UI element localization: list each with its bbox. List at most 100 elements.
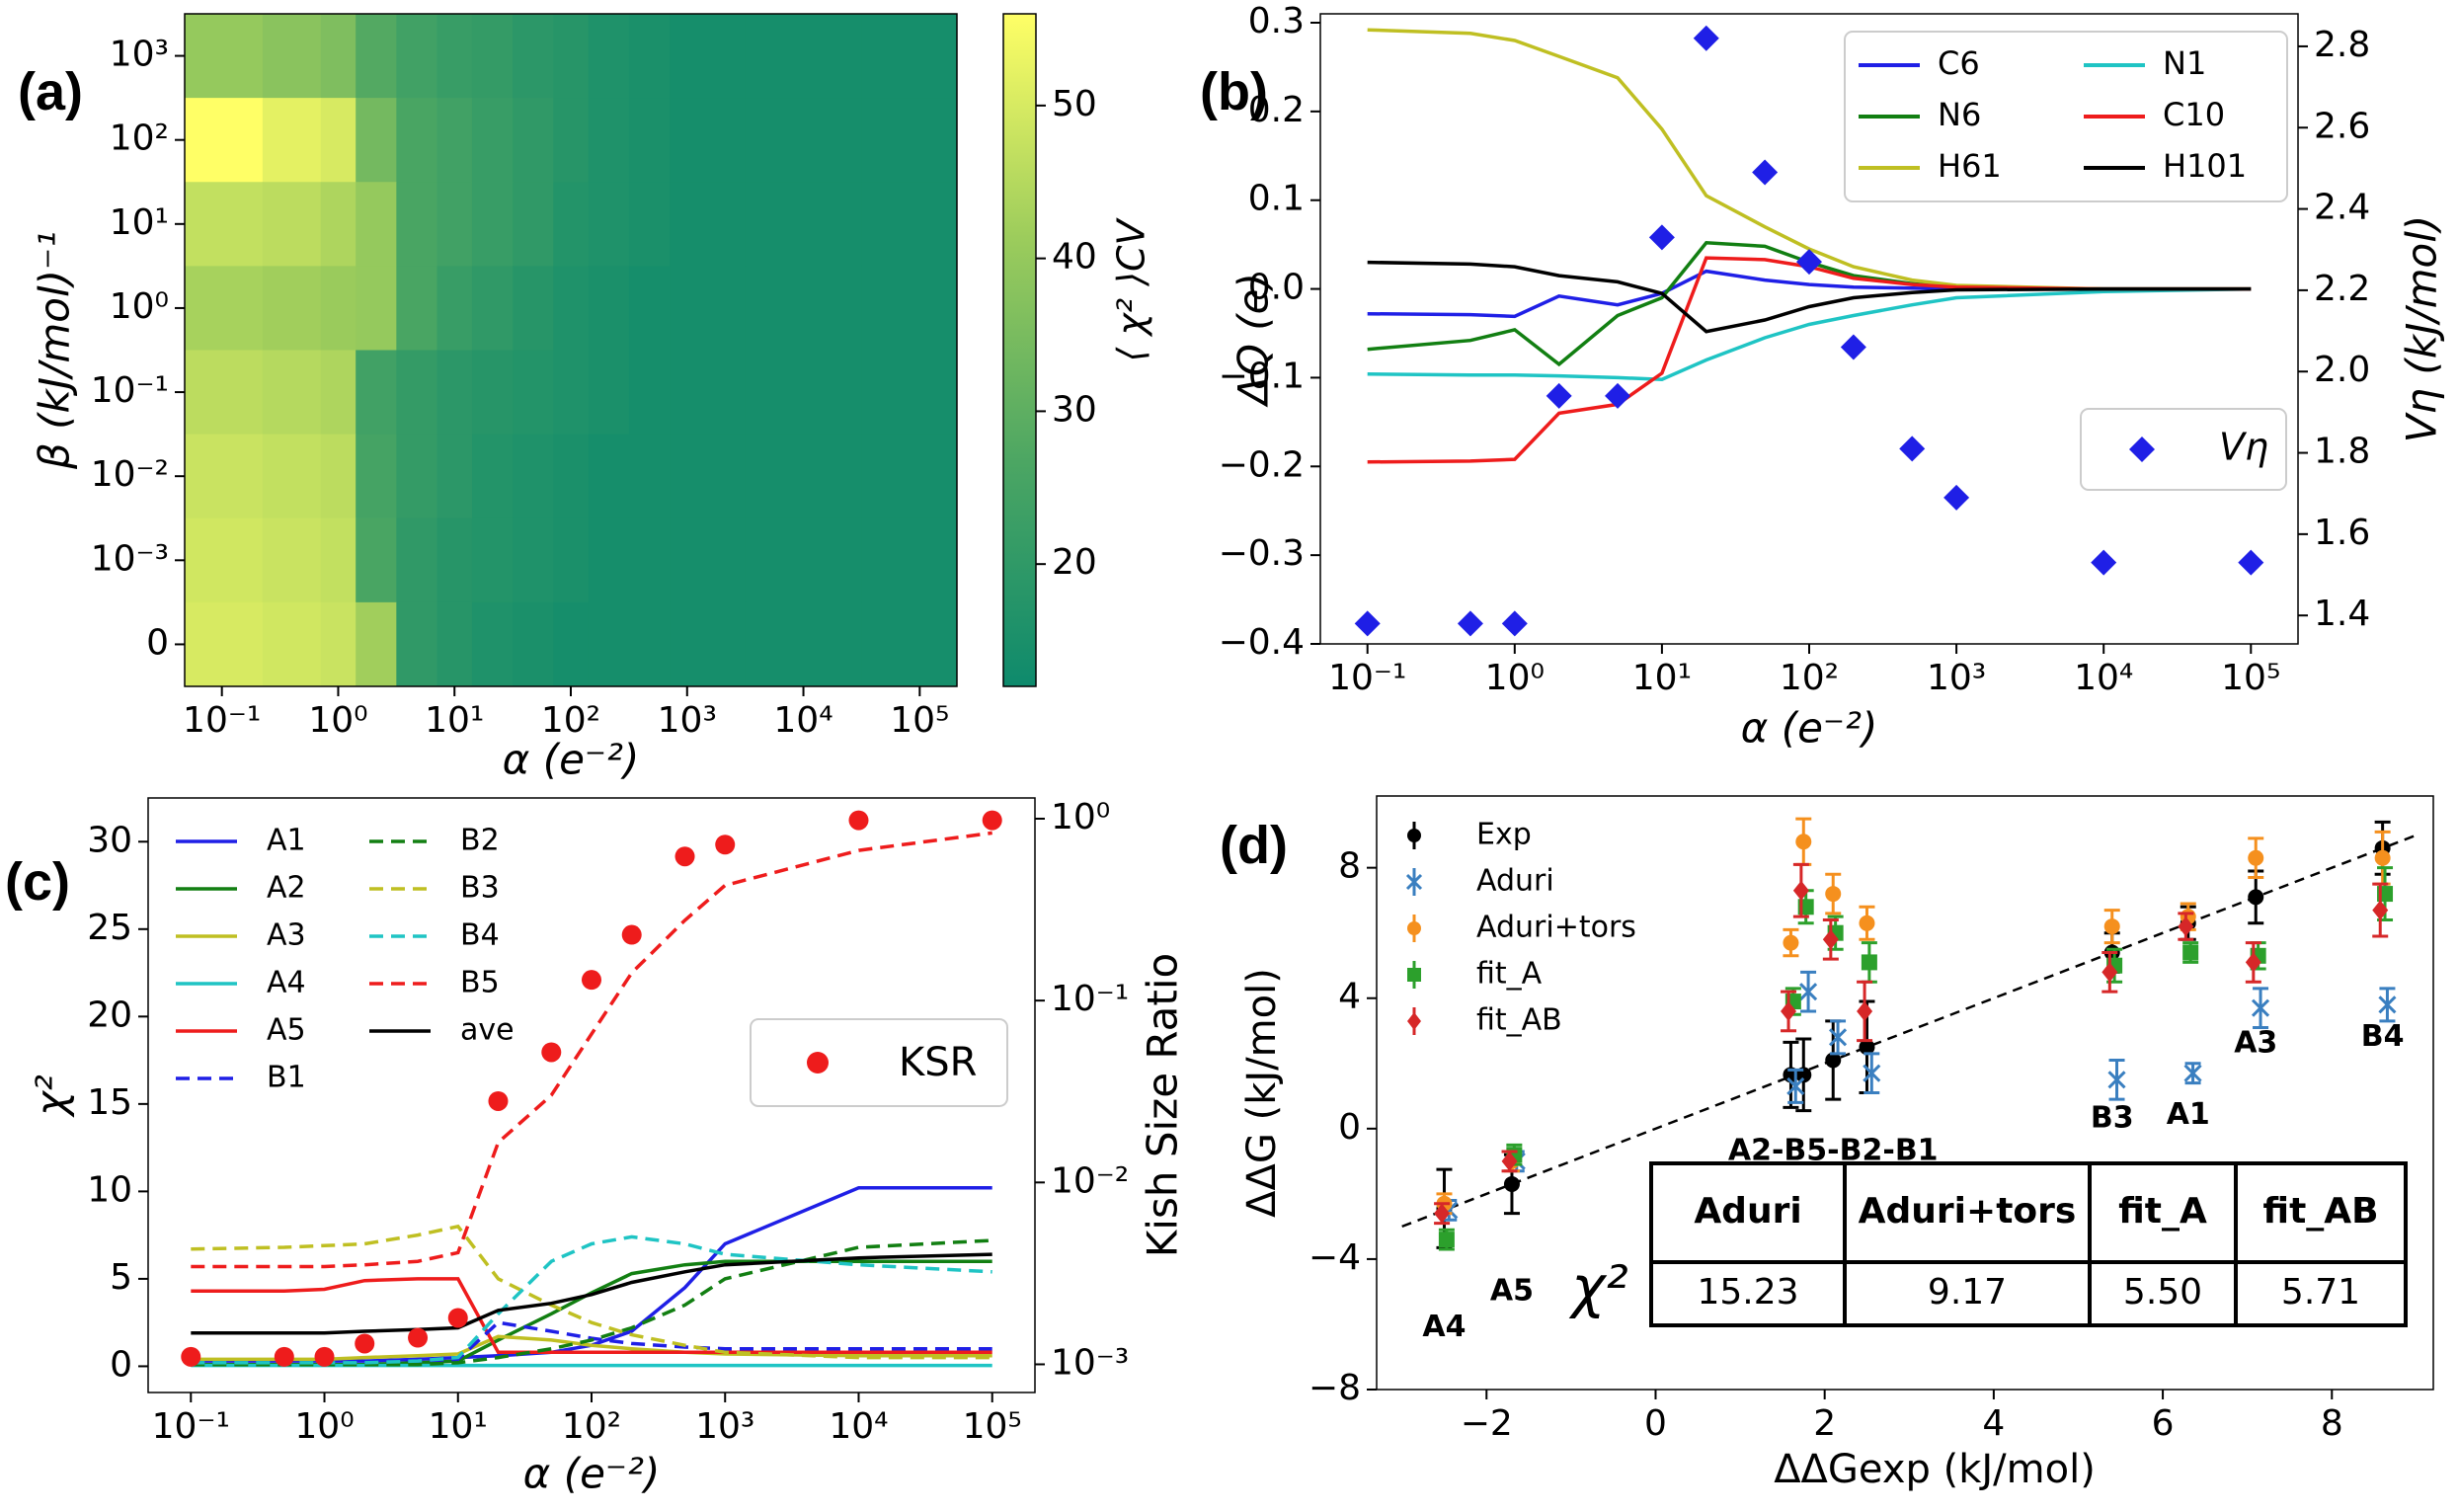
heatmap-cell bbox=[471, 434, 514, 519]
y-tick-label: 15 bbox=[87, 1082, 132, 1123]
heatmap-cell bbox=[185, 601, 264, 687]
ksr-point bbox=[181, 1346, 201, 1367]
data-point-Aduri+tors bbox=[2103, 918, 2120, 935]
x-tick-label: 10⁰ bbox=[308, 700, 367, 741]
heatmap-cell bbox=[670, 266, 747, 351]
y-tick-label: −0.3 bbox=[1219, 533, 1305, 574]
y-tick-label: 0.0 bbox=[1248, 268, 1305, 308]
diagonal-line bbox=[1401, 834, 2418, 1229]
heatmap-cell bbox=[513, 266, 554, 351]
y2-tick-label: 10⁰ bbox=[1051, 797, 1110, 837]
legend-label: A2 bbox=[267, 871, 306, 906]
v-eta-point bbox=[1501, 610, 1528, 637]
heatmap-cell bbox=[356, 517, 397, 603]
legend-label: B5 bbox=[460, 966, 500, 1000]
v-eta-point bbox=[1546, 382, 1572, 409]
heatmap-cell bbox=[745, 98, 862, 183]
y-tick-label: 10⁰ bbox=[110, 286, 169, 327]
panel-label-d: (d) bbox=[1220, 816, 1288, 875]
colorbar bbox=[1002, 13, 1037, 687]
y2-tick-label: 2.6 bbox=[2314, 106, 2370, 146]
heatmap-cell bbox=[588, 266, 630, 351]
legend2-box bbox=[750, 1018, 1008, 1107]
y-tick-label: −8 bbox=[1308, 1368, 1361, 1408]
x-axis-label: α (e⁻²) bbox=[523, 1450, 661, 1498]
data-point-Aduri bbox=[1863, 1064, 1881, 1082]
data-point-Aduri+tors bbox=[1783, 934, 1799, 951]
data-point-Aduri bbox=[1786, 1076, 1805, 1095]
y-tick-label: 0.1 bbox=[1248, 179, 1305, 219]
series-line-C10 bbox=[1367, 256, 2252, 464]
y2-axis-label: Vη (kJ/mol) bbox=[2398, 215, 2446, 443]
y2-tick-label: 10⁻² bbox=[1051, 1160, 1129, 1201]
y-tick-label: −4 bbox=[1308, 1237, 1361, 1278]
point-label: A4 bbox=[1422, 1310, 1466, 1344]
x-tick-label: 10² bbox=[541, 700, 600, 741]
series-line-B3 bbox=[191, 1224, 992, 1360]
ksr-point bbox=[982, 810, 1002, 831]
v-eta-point bbox=[1943, 484, 1970, 511]
data-point-Aduri bbox=[2107, 1071, 2126, 1089]
table-frame bbox=[1649, 1161, 2408, 1327]
x-tick-label: 8 bbox=[2321, 1403, 2343, 1444]
v-eta-point bbox=[1605, 382, 1631, 409]
point-label: A1 bbox=[2167, 1097, 2210, 1132]
heatmap-cell bbox=[436, 350, 473, 436]
x-tick-label: 6 bbox=[2152, 1403, 2175, 1444]
x-tick-label: 4 bbox=[1982, 1403, 2005, 1444]
heatmap-cell bbox=[262, 182, 322, 267]
heatmap-cell bbox=[513, 517, 554, 603]
point-label: B4 bbox=[2361, 1019, 2405, 1054]
heatmap-cell bbox=[185, 434, 264, 519]
v-eta-point bbox=[1796, 249, 1822, 276]
data-point-fit_AB bbox=[1792, 880, 1809, 901]
x-tick-label: 10⁵ bbox=[963, 1406, 1022, 1447]
data-point-fit_AB bbox=[2245, 952, 2261, 973]
ksr-point bbox=[541, 1042, 562, 1063]
legend-marker bbox=[1407, 921, 1421, 935]
heatmap-cell bbox=[356, 182, 397, 267]
heatmap-cell bbox=[471, 517, 514, 603]
table-value: 9.17 bbox=[1928, 1272, 2007, 1313]
x-tick-label: 10³ bbox=[1927, 658, 1986, 698]
legend-label: B3 bbox=[460, 871, 500, 906]
point-label: A5 bbox=[1490, 1273, 1534, 1308]
heatmap-cell bbox=[628, 517, 671, 603]
data-point-Aduri bbox=[1828, 1028, 1848, 1047]
heatmap-cell bbox=[320, 434, 357, 519]
heatmap-cell bbox=[396, 601, 438, 687]
v-eta-point bbox=[1648, 224, 1675, 251]
y2-tick-label: 10⁻¹ bbox=[1051, 979, 1129, 1019]
y-tick-label: 10⁻² bbox=[91, 454, 169, 495]
y2-tick-label: 2.2 bbox=[2314, 269, 2370, 309]
heatmap-cell bbox=[185, 266, 264, 351]
legend-label: Exp bbox=[1476, 818, 1532, 852]
y-tick-label: 5 bbox=[110, 1257, 132, 1298]
heatmap-cell bbox=[396, 266, 438, 351]
heatmap-cell bbox=[436, 266, 473, 351]
colorbar-tick-label: 20 bbox=[1052, 542, 1097, 583]
x-tick-label: 10⁵ bbox=[890, 700, 949, 741]
data-point-fit_AB bbox=[2101, 962, 2118, 983]
legend2-label: KSR bbox=[899, 1040, 977, 1085]
x-axis-label: α (e⁻²) bbox=[503, 736, 640, 784]
y-tick-label: −0.1 bbox=[1219, 356, 1305, 396]
series-line-C6 bbox=[1367, 269, 2252, 319]
point-label: B3 bbox=[2091, 1100, 2134, 1135]
ksr-point bbox=[408, 1327, 429, 1348]
panel-label-a: (a) bbox=[18, 62, 83, 121]
heatmap-cell bbox=[320, 601, 357, 687]
series-line-ave bbox=[191, 1252, 992, 1335]
y-axis-label: β (kJ/mol)⁻¹ bbox=[31, 231, 79, 470]
y-tick-label: 20 bbox=[87, 995, 132, 1035]
heatmap-cell bbox=[262, 517, 322, 603]
y2-tick-label: 1.8 bbox=[2314, 432, 2370, 472]
heatmap-cell bbox=[670, 182, 747, 267]
y2-tick-label: 1.4 bbox=[2314, 594, 2370, 634]
heatmap-cell bbox=[436, 98, 473, 183]
heatmap-cell bbox=[628, 98, 671, 183]
heatmap-cell bbox=[670, 434, 747, 519]
v-eta-point bbox=[1899, 436, 1926, 462]
heatmap-cell bbox=[745, 350, 862, 436]
y-tick-label: 0 bbox=[146, 622, 169, 663]
